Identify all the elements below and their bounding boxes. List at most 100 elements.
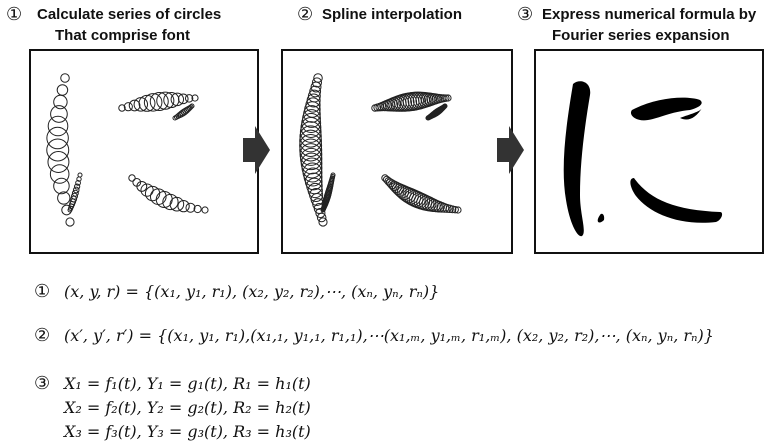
circle [177,93,189,105]
circle [303,167,323,187]
circle [57,191,71,205]
circle [189,103,195,109]
circle [184,94,194,103]
formula-number: ③ [34,373,50,394]
step-number: ① [6,4,22,25]
circle [49,164,70,184]
circle [72,186,80,194]
circle [299,138,323,162]
circle [444,94,452,102]
circle [395,184,410,199]
circle [318,217,328,227]
circle [136,180,148,192]
circle [299,134,323,157]
circle [315,207,326,219]
circle [144,185,161,202]
circle [140,183,154,197]
circle [310,193,324,206]
circle [300,147,323,171]
circle [426,92,439,106]
circle [191,94,199,102]
circle [309,187,324,203]
circle [149,92,169,111]
formula: (x, y, r) = {(x₁, y₁, r₁), (x₂, y₂, r₂),… [64,282,439,301]
circle [60,73,70,83]
circle [415,91,432,109]
step-number: ② [297,4,313,25]
circle [445,204,454,214]
circle [170,92,185,107]
circle [439,94,448,103]
circle [74,183,81,190]
circle [448,205,457,214]
circle [434,93,444,104]
circle [53,94,68,110]
circle [299,129,322,153]
formula: X₃ = f₃(t), Y₃ = g₃(t), R₃ = h₃(t) [62,422,311,441]
circle [396,185,412,201]
circle [65,217,75,227]
formula: (x′, y′, r′) = {(x₁, y₁, r₁),(x₁,₁, y₁,₁… [64,326,714,345]
circle [46,126,69,150]
circle [433,201,445,213]
circle [53,177,70,195]
arrow [497,126,524,174]
circle [299,143,323,166]
circle [454,206,462,214]
circle-series [46,73,462,227]
circle [307,182,323,199]
step-title: Express numerical formula by [542,6,757,23]
circle [302,162,323,183]
circle [162,193,179,211]
circle [201,206,209,214]
step-number: ③ [517,4,533,25]
circle [442,103,448,109]
circle [418,92,434,108]
formula-number: ① [34,281,50,302]
formula: X₂ = f₂(t), Y₂ = g₂(t), R₂ = h₂(t) [62,398,311,417]
circle [67,207,73,213]
circle [75,180,81,186]
circle [309,85,322,98]
glyph [563,81,723,237]
circle [47,151,70,173]
circle [76,176,82,182]
circle [118,104,126,112]
circle [423,92,438,107]
circle [143,93,163,112]
circle [320,207,326,213]
circle [442,94,450,102]
circle [451,205,459,214]
circle [316,212,327,223]
circle [311,77,323,88]
circle [193,204,202,214]
circle [442,203,452,213]
panel [281,49,513,254]
circle [128,99,141,112]
circle [304,172,323,191]
circle [299,121,322,143]
circle [177,199,190,213]
circle [169,196,185,212]
circle [439,203,450,213]
panel [29,49,259,254]
circle [299,125,322,148]
circle [47,115,69,137]
circle [185,202,196,213]
circle [128,174,136,182]
formula: X₁ = f₁(t), Y₁ = g₁(t), R₁ = h₁(t) [62,374,311,393]
circle [310,81,322,93]
circle [50,105,68,123]
step-title: That comprise font [55,27,190,44]
formula-number: ② [34,325,50,346]
step-title: Fourier series expansion [552,27,730,44]
arrow [243,126,270,174]
circle [301,157,323,179]
circle [156,91,175,110]
step-title: Calculate series of circles [37,6,221,23]
circle [138,94,156,112]
circle [123,102,133,112]
step-title: Spline interpolation [322,6,462,23]
circle [431,93,443,104]
